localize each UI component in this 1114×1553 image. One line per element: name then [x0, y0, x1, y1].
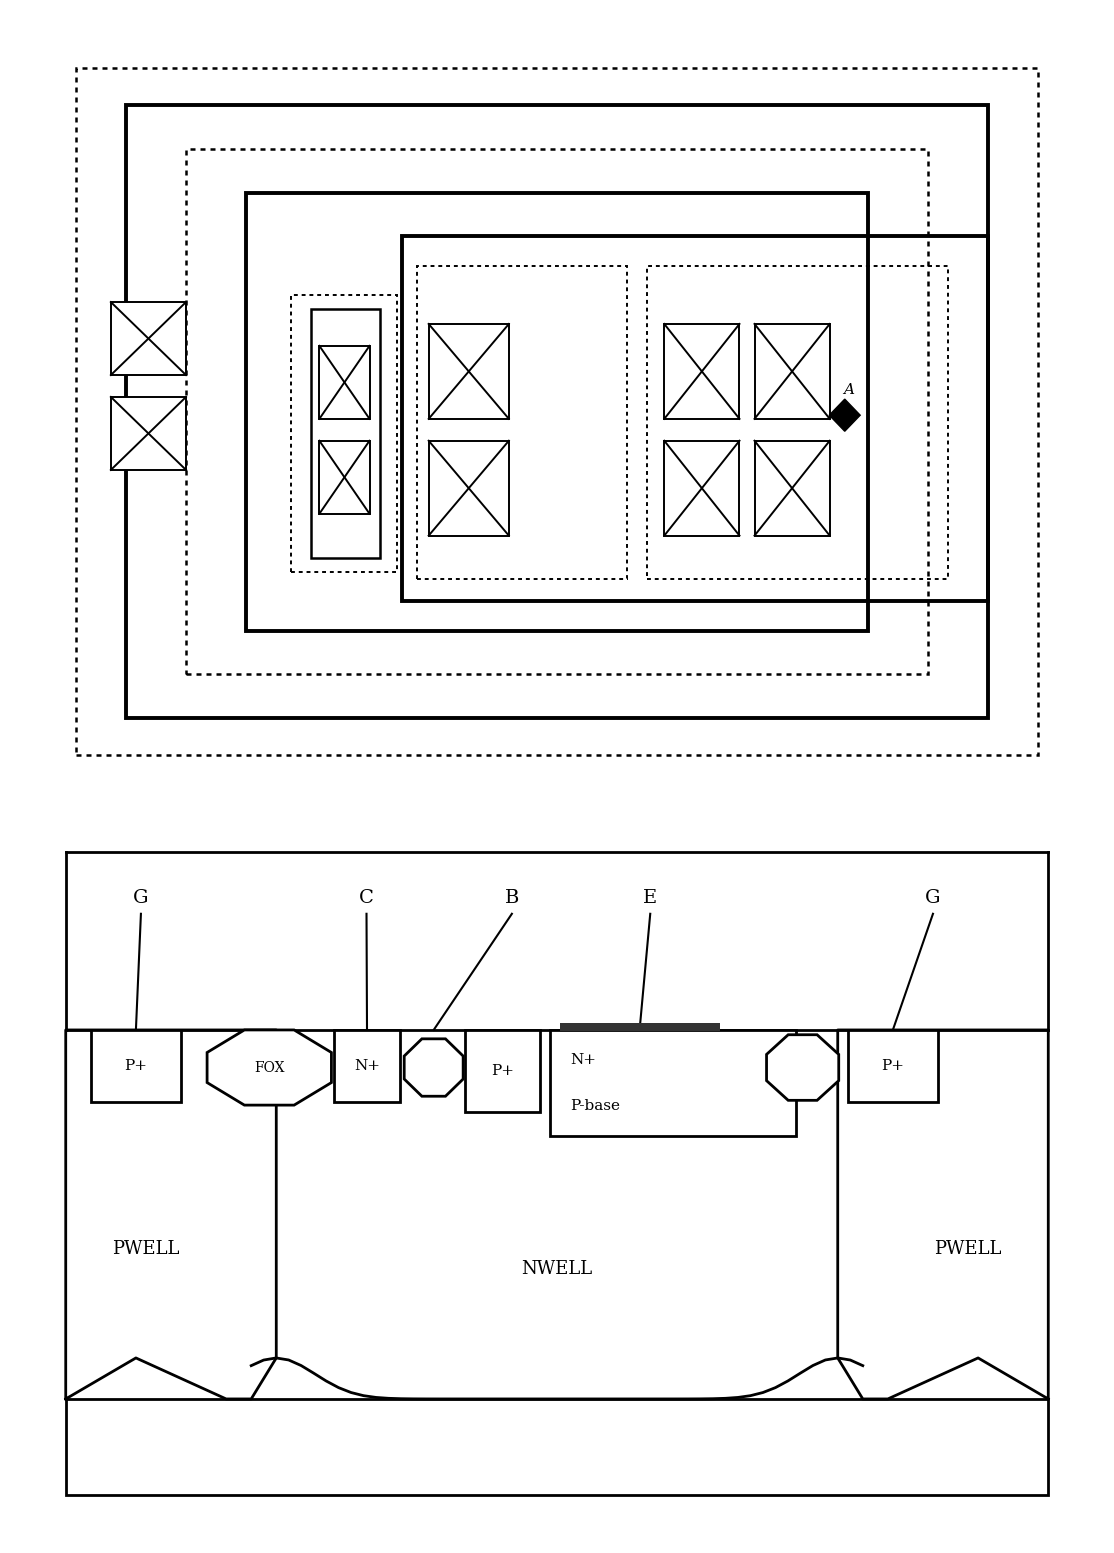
Bar	[246, 193, 868, 631]
Text: B: B	[505, 888, 519, 907]
Bar	[126, 106, 988, 717]
Text: FOX: FOX	[254, 1061, 284, 1075]
Bar	[664, 325, 740, 419]
Polygon shape	[404, 1039, 463, 1096]
Polygon shape	[829, 399, 860, 432]
Bar	[320, 441, 370, 514]
Bar	[111, 303, 186, 376]
Text: PWELL: PWELL	[113, 1239, 179, 1258]
Text: N+: N+	[354, 1059, 380, 1073]
Bar	[465, 1030, 540, 1112]
Bar	[111, 398, 186, 471]
Text: A: A	[843, 384, 853, 398]
Text: P+: P+	[491, 1064, 514, 1078]
Bar	[417, 266, 627, 579]
Text: P+: P+	[125, 1059, 147, 1073]
Bar	[754, 441, 830, 536]
Bar	[320, 346, 370, 419]
Text: E: E	[643, 888, 657, 907]
Text: P-base: P-base	[570, 1100, 620, 1114]
Bar	[429, 325, 509, 419]
Text: NWELL: NWELL	[521, 1259, 593, 1278]
Bar	[848, 1030, 938, 1101]
Bar	[292, 295, 397, 572]
Text: PWELL: PWELL	[935, 1239, 1001, 1258]
Bar	[429, 441, 509, 536]
Text: N+: N+	[570, 1053, 596, 1067]
Text: G: G	[134, 888, 148, 907]
Bar	[647, 266, 948, 579]
Bar	[664, 441, 740, 536]
Bar	[550, 1030, 795, 1135]
Text: G: G	[926, 888, 940, 907]
Polygon shape	[207, 1030, 332, 1106]
Bar	[91, 1030, 182, 1101]
Bar	[560, 1023, 721, 1031]
Bar	[186, 149, 928, 674]
Bar	[66, 1399, 1048, 1494]
Text: C: C	[359, 888, 374, 907]
Bar	[754, 325, 830, 419]
Bar	[312, 309, 380, 558]
Bar	[334, 1030, 400, 1101]
Bar	[402, 236, 988, 601]
Polygon shape	[766, 1034, 839, 1101]
Text: P+: P+	[881, 1059, 905, 1073]
